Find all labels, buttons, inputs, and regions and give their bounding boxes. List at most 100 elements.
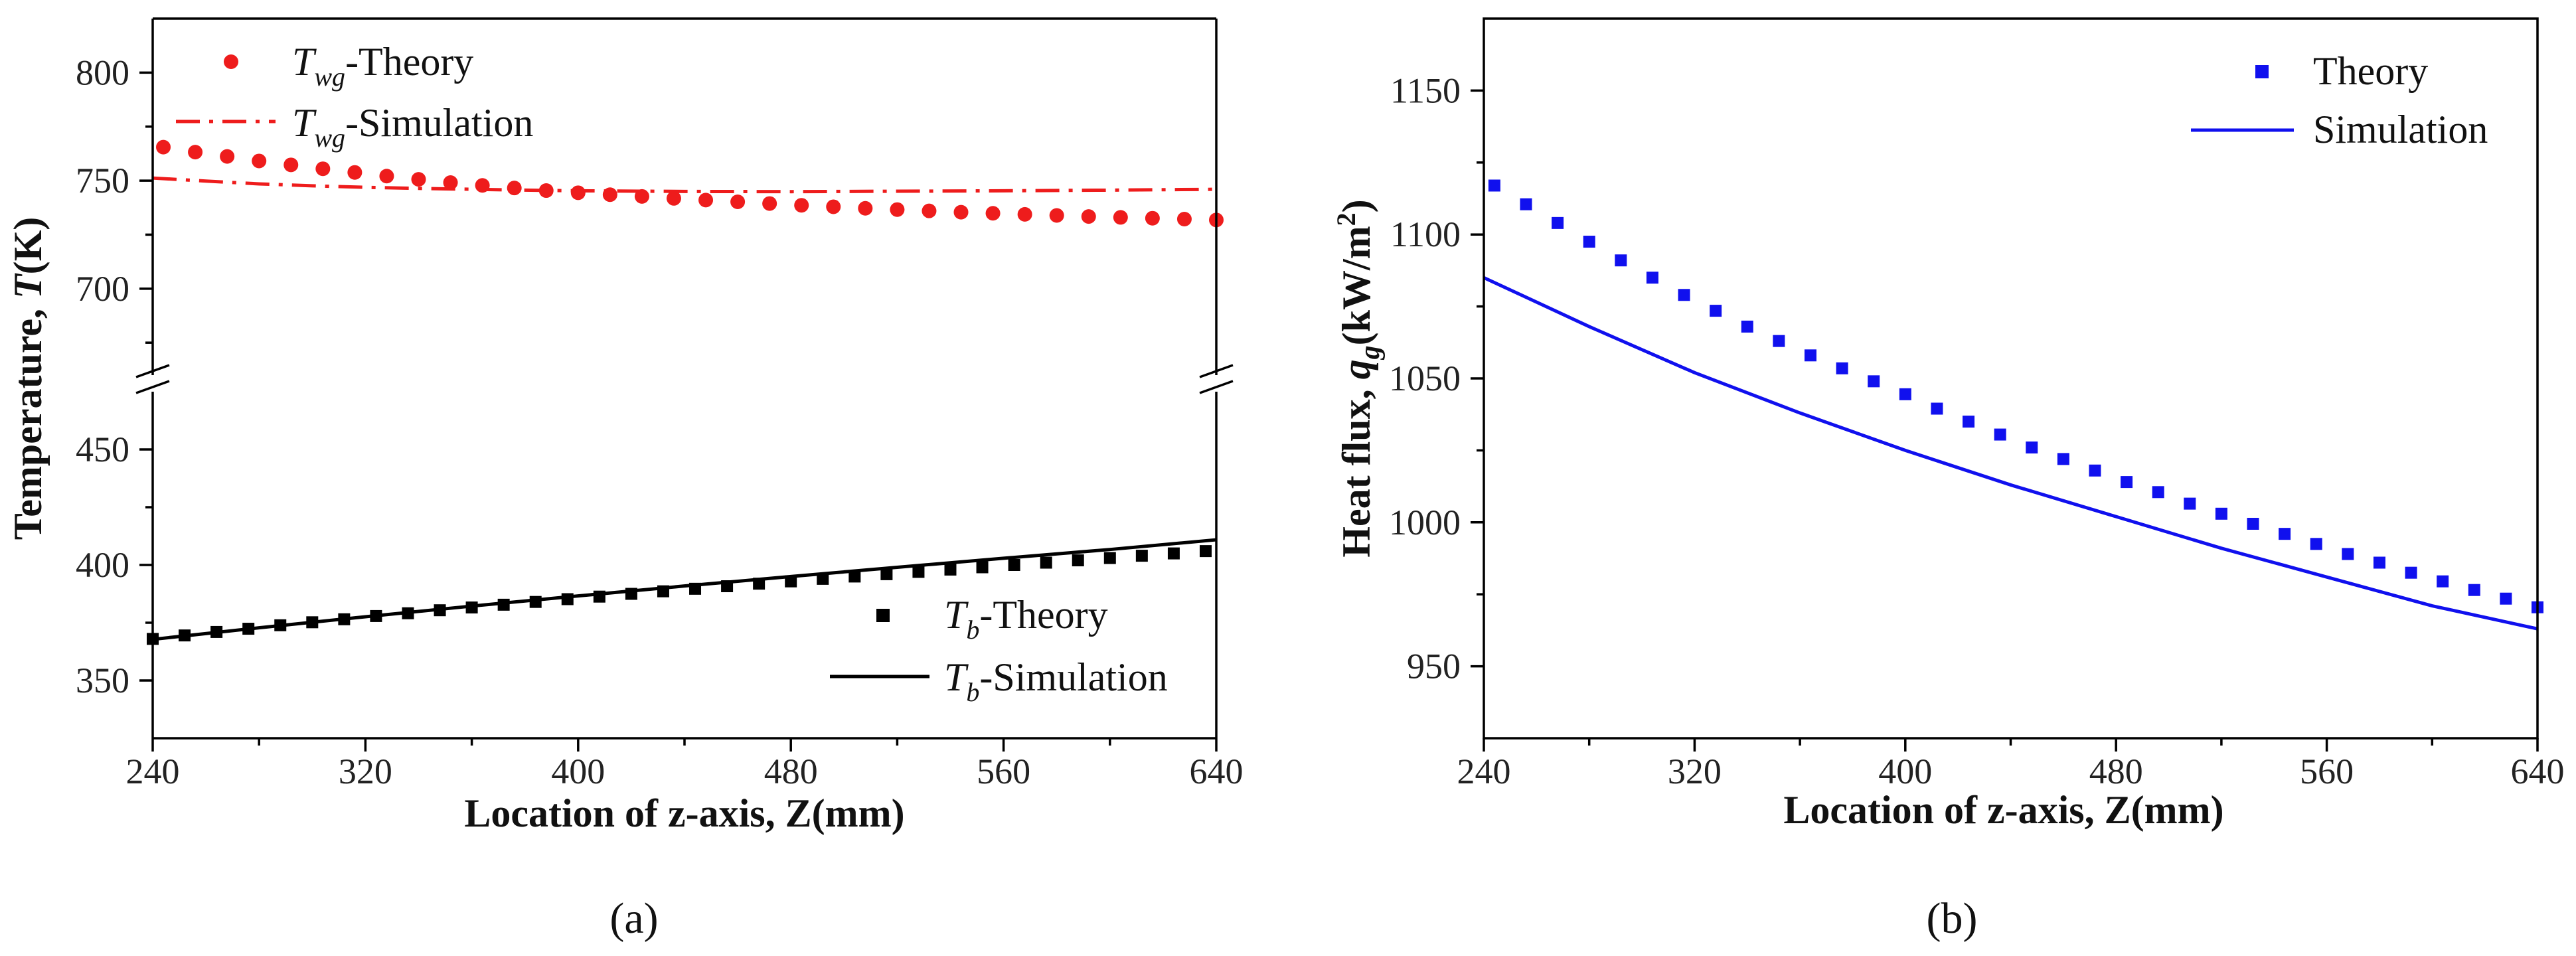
point-twg-theory [794, 198, 809, 213]
point-twg-theory [922, 203, 937, 218]
point-theory [1678, 289, 1690, 301]
point-twg-theory [858, 200, 873, 216]
chart-a-plot-area [147, 139, 1224, 645]
legend-label-tb-simulation: Tb-Simulation [944, 655, 1168, 707]
chart-a-legend-upper: Twg-Theory Twg-Simulation [176, 40, 533, 153]
chart-b-panel-label: (b) [1927, 894, 1978, 943]
point-theory [1741, 320, 1753, 333]
chart-a-axis-break-right [1199, 364, 1234, 394]
point-tb-theory [1199, 545, 1212, 558]
x-tick-label: 320 [1668, 752, 1722, 791]
point-tb-theory [1008, 559, 1020, 571]
point-theory [1710, 305, 1722, 317]
y-tick-label: 1100 [1390, 214, 1461, 254]
x-tick-label: 400 [1878, 752, 1932, 791]
point-tb-theory [848, 570, 861, 583]
point-tb-theory [880, 568, 893, 580]
point-theory [1931, 402, 1943, 415]
point-theory [1488, 179, 1500, 192]
point-twg-theory [570, 185, 586, 200]
point-twg-theory [156, 139, 171, 155]
legend-item-twg-theory: Twg-Theory [224, 40, 473, 92]
legend-item-theory: Theory [2255, 49, 2428, 93]
point-theory [1520, 198, 1532, 210]
point-tb-theory [1072, 554, 1084, 567]
legend-marker-theory [2255, 65, 2269, 78]
point-twg-theory [890, 202, 905, 217]
legend-item-simulation: Simulation [2191, 108, 2488, 151]
point-theory [1994, 428, 2006, 441]
point-theory [2373, 556, 2385, 569]
point-twg-theory [283, 157, 299, 173]
point-theory [1583, 236, 1595, 248]
point-twg-theory [698, 193, 714, 208]
x-tick-label: 240 [1457, 752, 1511, 791]
y-tick-label: 800 [76, 52, 129, 92]
legend-label-theory: Theory [2313, 49, 2428, 93]
point-twg-theory [1176, 212, 1192, 227]
chart-b-x-ticks: 240 320 400 480 560 640 [1457, 738, 2565, 791]
chart-a-x-ticks: 240 320 400 480 560 640 [126, 738, 1244, 791]
point-twg-theory [507, 181, 522, 196]
point-theory [2215, 507, 2227, 520]
y-tick-label: 350 [76, 661, 129, 700]
point-theory [2026, 441, 2038, 454]
point-theory [1773, 335, 1785, 347]
x-tick-label: 640 [1190, 752, 1244, 791]
y-tick-label: 950 [1407, 647, 1461, 686]
point-theory [2089, 464, 2101, 477]
chart-a-x-axis-title: Location of z-axis, Z(mm) [464, 791, 904, 835]
point-tb-theory [1040, 556, 1052, 569]
point-twg-theory [379, 169, 394, 184]
point-twg-theory [1049, 208, 1064, 223]
x-tick-label: 640 [2511, 752, 2565, 791]
chart-a-y-axis-title: Temperature, T(K) [6, 217, 50, 540]
point-twg-theory [315, 161, 331, 177]
point-theory [2468, 584, 2480, 596]
y-tick-label: 1050 [1389, 358, 1461, 398]
point-theory [2437, 575, 2449, 588]
x-tick-label: 480 [764, 752, 818, 791]
point-theory [1899, 388, 1911, 400]
point-theory [1804, 349, 1816, 362]
point-twg-theory [347, 165, 362, 180]
point-theory [2500, 592, 2512, 605]
point-twg-theory [826, 199, 841, 214]
point-tb-theory [817, 572, 829, 585]
legend-marker-twg-theory [224, 54, 238, 69]
point-twg-theory [252, 153, 267, 169]
y-tick-label: 750 [76, 161, 129, 200]
point-theory [2057, 453, 2069, 465]
legend-label-tb-theory: Tb-Theory [944, 593, 1108, 645]
point-theory [1963, 416, 1975, 428]
y-tick-label: 700 [76, 269, 129, 309]
legend-label-simulation: Simulation [2313, 108, 2488, 151]
point-theory [1836, 362, 1848, 374]
point-twg-theory [762, 196, 777, 211]
legend-label-twg-simulation: Twg-Simulation [292, 101, 533, 153]
point-twg-theory [443, 175, 458, 191]
chart-a: 240 320 400 480 560 640 700 750 800 350 400 450 Lo… [6, 17, 1244, 943]
point-twg-theory [188, 145, 203, 160]
legend-item-tb-theory: Tb-Theory [876, 593, 1108, 645]
point-theory [1646, 272, 1658, 284]
x-tick-label: 240 [126, 752, 180, 791]
point-theory [2279, 528, 2291, 540]
point-tb-theory [1135, 550, 1148, 562]
x-tick-label: 480 [2089, 752, 2143, 791]
legend-item-tb-simulation: Tb-Simulation [830, 655, 1168, 707]
legend-label-twg-theory: Twg-Theory [292, 40, 473, 92]
chart-a-legend-lower: Tb-Theory Tb-Simulation [830, 593, 1168, 707]
point-theory [2121, 476, 2133, 489]
point-twg-theory [220, 149, 235, 164]
y-tick-label: 1000 [1389, 503, 1461, 542]
point-tb-theory [1103, 552, 1116, 564]
point-tb-theory [976, 561, 989, 574]
point-theory [1615, 254, 1627, 267]
point-twg-theory [411, 172, 426, 187]
point-tb-theory [1167, 547, 1180, 560]
point-twg-theory [985, 206, 1001, 221]
x-tick-label: 560 [2300, 752, 2354, 791]
point-twg-theory [666, 191, 681, 206]
